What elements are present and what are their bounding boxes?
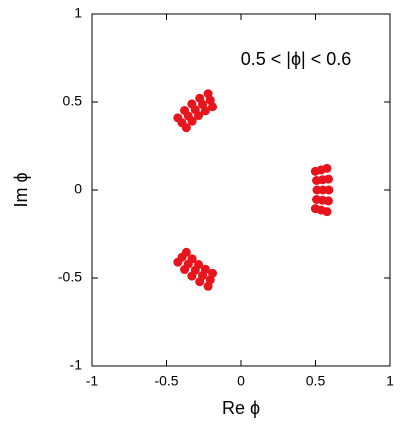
x-tick-label: -1: [86, 373, 99, 389]
point: [323, 196, 333, 206]
annotation: 0.5 < |ϕ| < 0.6: [241, 49, 352, 69]
x-tick-label: 0.5: [306, 373, 326, 389]
y-axis-label: Im ϕ: [11, 172, 31, 207]
point: [195, 93, 205, 103]
y-tick-label: 1: [74, 5, 82, 21]
x-tick-label: 1: [386, 373, 394, 389]
y-tick-label: 0.5: [63, 93, 83, 109]
point: [173, 257, 183, 267]
point: [173, 113, 183, 123]
point: [187, 271, 197, 281]
x-tick-label: 0: [237, 373, 245, 389]
point: [180, 105, 190, 115]
point: [323, 174, 333, 184]
x-tick-label: -0.5: [154, 373, 178, 389]
point: [187, 99, 197, 109]
y-tick-label: 0: [74, 181, 82, 197]
point: [203, 281, 213, 291]
y-tick-label: -1: [70, 357, 83, 373]
y-tick-label: -0.5: [58, 269, 82, 285]
point: [322, 163, 332, 173]
point: [180, 265, 190, 275]
point: [195, 277, 205, 287]
point: [203, 89, 213, 99]
point: [322, 207, 332, 217]
point: [324, 185, 334, 195]
x-axis-label: Re ϕ: [222, 398, 260, 418]
